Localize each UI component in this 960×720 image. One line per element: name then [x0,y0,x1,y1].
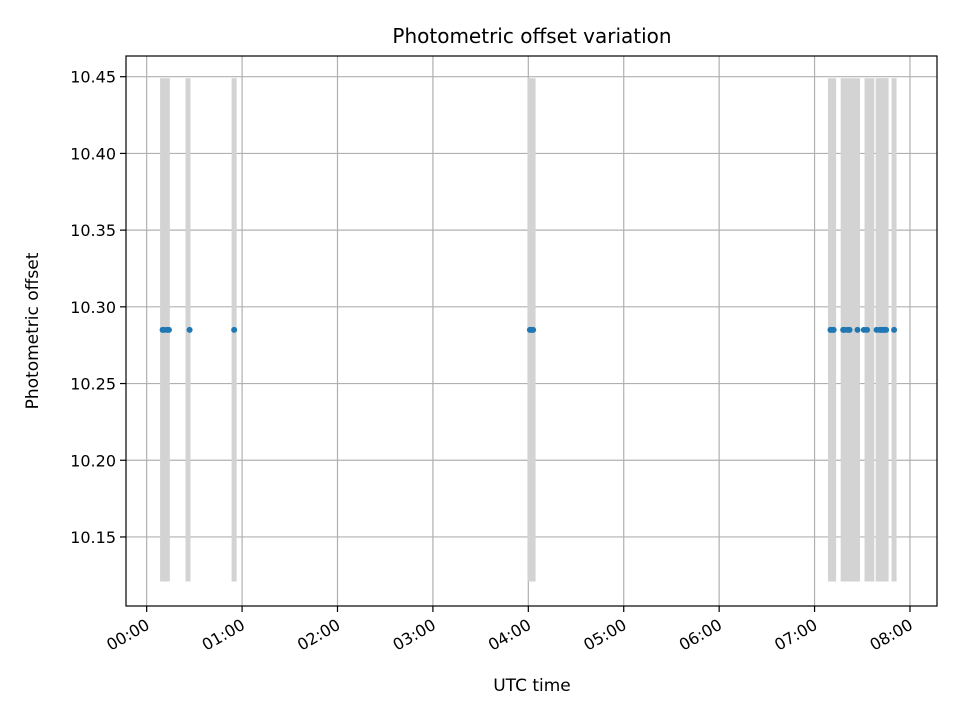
data-points [159,326,898,333]
data-point [854,326,861,333]
y-axis-ticks: 10.15 10.20 10.25 10.30 10.35 10.40 10.45 [70,68,126,547]
y-tick-label: 10.35 [70,221,116,240]
data-point [891,326,898,333]
y-tick-label: 10.45 [70,68,116,87]
data-point [830,326,837,333]
y-tick-label: 10.20 [70,451,116,470]
data-point [846,326,853,333]
data-point [883,326,890,333]
data-point [186,326,193,333]
data-point [231,326,238,333]
data-point [530,326,537,333]
x-axis-label: UTC time [493,676,571,696]
y-tick-label: 10.40 [70,144,116,163]
y-tick-label: 10.30 [70,298,116,317]
y-tick-label: 10.15 [70,528,116,547]
y-tick-label: 10.25 [70,375,116,394]
data-point [165,326,172,333]
data-point [864,326,871,333]
plot-frame [125,55,938,607]
y-axis-label: Photometric offset [23,252,43,409]
chart-title: Photometric offset variation [392,24,671,48]
